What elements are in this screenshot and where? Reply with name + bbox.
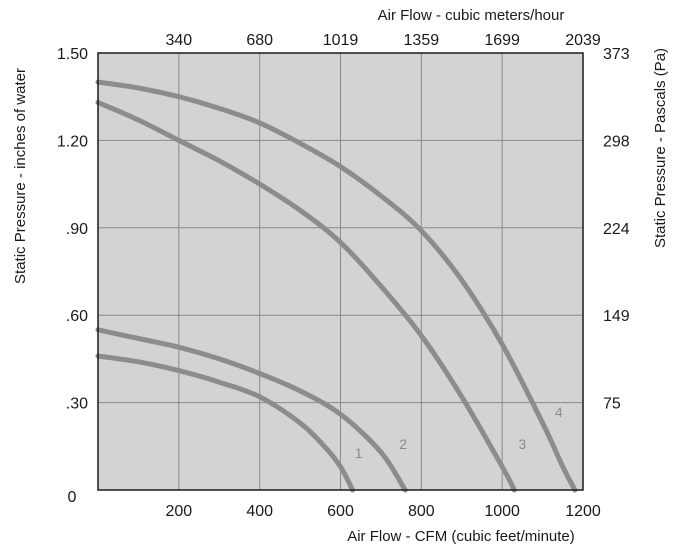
x-axis-title: Air Flow - CFM (cubic feet/minute) xyxy=(347,528,575,545)
x2-tick-label: 340 xyxy=(165,32,192,49)
x2-tick-label: 1019 xyxy=(323,32,359,49)
x-axis-ticks: 200 400 600 800 1000 1200 xyxy=(165,503,600,520)
x-tick-label: 200 xyxy=(165,503,192,520)
x-tick-label: 400 xyxy=(246,503,273,520)
y2-tick-label: 224 xyxy=(603,221,630,238)
x-tick-label: 1000 xyxy=(484,503,520,520)
x-tick-label: 1200 xyxy=(565,503,601,520)
curve-2 xyxy=(95,327,408,493)
x2-tick-label: 2039 xyxy=(565,32,601,49)
plot-frame xyxy=(97,52,584,491)
x-tick-label: 800 xyxy=(408,503,435,520)
curve-labels: 1 2 3 4 xyxy=(355,404,563,461)
x2-tick-label: 680 xyxy=(246,32,273,49)
curve-label-3: 3 xyxy=(518,436,526,452)
y-axis-title: Static Pressure - inches of water xyxy=(12,68,29,284)
y-tick-label: 1.20 xyxy=(57,133,88,150)
curve-label-2: 2 xyxy=(399,436,407,452)
y-tick-label: 1.50 xyxy=(57,46,88,63)
x2-tick-label: 1359 xyxy=(404,32,440,49)
curve-label-4: 4 xyxy=(555,404,563,420)
x-origin-label: 0 xyxy=(68,489,77,506)
y2-tick-label: 149 xyxy=(603,308,630,325)
y2-axis-title: Static Pressure - Pascals (Pa) xyxy=(652,48,669,248)
y-axis-ticks: .30 .60 .90 1.20 1.50 xyxy=(57,46,88,413)
y2-axis-ticks: 75 149 224 298 373 xyxy=(603,46,630,413)
x2-tick-label: 1699 xyxy=(484,32,520,49)
curve-label-1: 1 xyxy=(355,445,363,461)
y2-tick-label: 373 xyxy=(603,46,630,63)
curve-4 xyxy=(95,79,578,493)
y2-tick-label: 298 xyxy=(603,133,630,150)
x2-axis-title: Air Flow - cubic meters/hour xyxy=(378,7,565,24)
curve-1 xyxy=(95,353,356,493)
curve-3 xyxy=(95,100,517,493)
y-tick-label: .30 xyxy=(66,396,88,413)
y-tick-label: .90 xyxy=(66,221,88,238)
x-tick-label: 600 xyxy=(327,503,354,520)
performance-curves xyxy=(95,79,578,493)
x2-axis-ticks: 340 680 1019 1359 1699 2039 xyxy=(165,32,600,49)
y-tick-label: .60 xyxy=(66,308,88,325)
y2-tick-label: 75 xyxy=(603,396,621,413)
